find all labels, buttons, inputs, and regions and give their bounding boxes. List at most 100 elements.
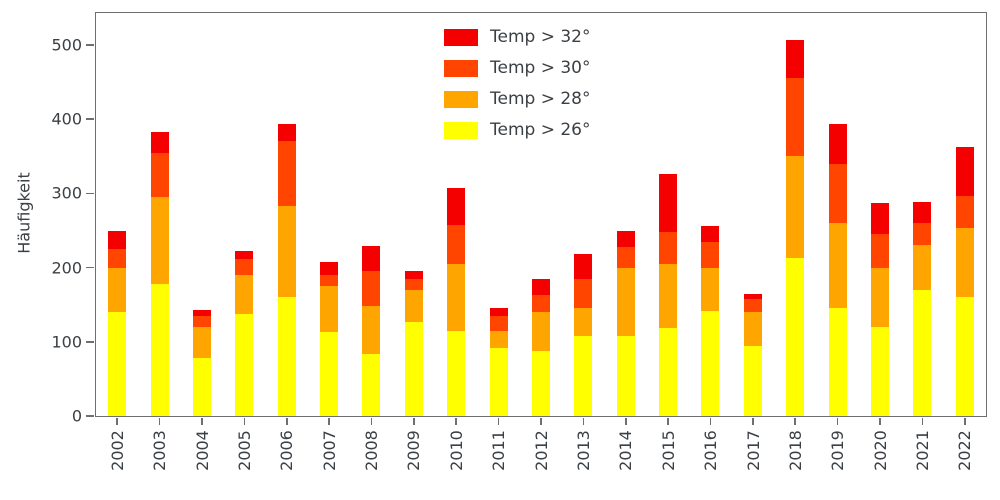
bar-group-2006 [266,13,308,416]
bar-group-2002 [96,13,138,416]
bar-segment [531,279,550,296]
y-tick-label: 400 [51,109,82,129]
bar-segment [828,223,847,308]
x-tick-label-box: 2022 [935,426,995,474]
bar-segment [955,195,974,229]
y-tick-label: 100 [51,332,82,352]
x-tick-label: 2006 [277,429,297,471]
stacked-bar [616,231,635,416]
bar-segment [743,298,762,313]
bar-segment [659,174,678,232]
bar-segment [701,311,720,416]
y-tick-label: 0 [71,406,82,426]
stacked-bar [743,293,762,416]
bar-group-2022 [944,13,986,416]
stacked-bar [870,203,889,416]
x-tick-mark [455,417,458,425]
stacked-bar [192,309,211,416]
bar-group-2008 [350,13,392,416]
bar-segment [362,271,381,307]
legend-label: Temp > 28° [490,89,591,109]
bar-segment [870,267,889,327]
bar-segment [108,312,127,416]
legend-item: Temp > 30° [444,58,591,78]
bar-segment [362,354,381,416]
x-tick-label: 2014 [616,429,636,471]
bar-segment [404,321,423,416]
legend-label: Temp > 30° [490,58,591,78]
bar-segment [659,328,678,416]
bar-group-2003 [138,13,180,416]
bar-segment [616,267,635,336]
x-tick-label: 2012 [531,429,551,471]
stacked-bar [659,174,678,416]
bar-segment [320,286,339,333]
x-tick-mark [285,417,288,425]
bar-group-2005 [223,13,265,416]
bar-group-2007 [308,13,350,416]
stacked-bar [913,201,932,416]
bar-segment [913,289,932,416]
bar-segment [743,312,762,346]
legend-label: Temp > 26° [490,120,591,140]
legend: Temp > 32° Temp > 30° Temp > 28° Temp > 26° [444,27,591,140]
bar-segment [786,257,805,416]
bar-segment [192,326,211,359]
legend-label: Temp > 32° [490,27,591,47]
bar-segment [870,203,889,235]
stacked-bar [320,261,339,416]
y-tick-mark [86,118,95,120]
x-tick-label: 2021 [912,429,932,471]
x-tick-mark [201,417,203,425]
bar-group-2009 [393,13,435,416]
bar-segment [320,261,339,276]
bar-group-2018 [774,13,816,416]
bar-segment [574,278,593,309]
x-tick-label: 2016 [701,429,721,471]
y-tick-mark [86,415,95,417]
x-tick-label: 2015 [658,429,678,471]
bar-segment [150,283,169,416]
bar-segment [574,253,593,279]
bar-group-2020 [859,13,901,416]
bar-segment [277,123,296,142]
bar-group-2014 [605,13,647,416]
x-tick-label: 2022 [955,429,975,471]
bar-segment [150,152,169,198]
x-tick-label: 2018 [785,429,805,471]
stacked-bar [701,226,720,416]
bar-segment [447,331,466,416]
x-tick-mark [964,417,966,425]
stacked-bar [955,146,974,416]
bar-segment [489,315,508,331]
stacked-bar [235,251,254,416]
bar-group-2021 [901,13,943,416]
bar-segment [150,131,169,153]
x-tick-label: 2013 [573,429,593,471]
x-tick-label: 2002 [107,429,127,471]
bar-segment [913,245,932,290]
bar-segment [574,335,593,416]
bar-segment [150,197,169,284]
stacked-bar [447,188,466,416]
x-tick-mark [624,417,627,425]
bar-segment [701,267,720,312]
stacked-bar [108,230,127,416]
x-tick-label: 2011 [489,429,509,471]
stacked-bar [828,123,847,416]
x-tick-label: 2017 [743,429,763,471]
bar-segment [404,278,423,290]
bar-segment [235,251,254,259]
bar-segment [447,224,466,264]
y-tick-mark [86,266,95,269]
bar-segment [913,201,932,224]
bar-segment [277,297,296,416]
legend-swatch [444,28,478,46]
stacked-bar [531,279,550,416]
stacked-bar [574,253,593,416]
x-tick-mark [836,417,839,425]
y-tick-mark [86,44,95,46]
x-tick-mark [582,417,585,425]
bar-segment [192,315,211,327]
